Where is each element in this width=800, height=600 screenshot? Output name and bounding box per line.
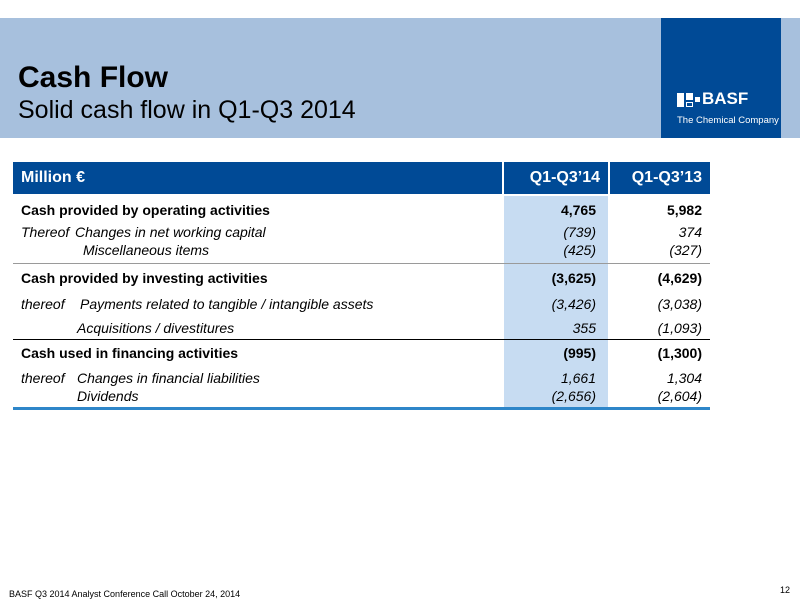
operating-activities-2014: 4,765 <box>560 202 596 218</box>
current-period-column-highlight <box>504 196 608 407</box>
section-divider <box>13 339 710 340</box>
operating-activities-label: Cash provided by operating activities <box>21 202 270 218</box>
table-bottom-rule <box>13 407 710 410</box>
miscellaneous-items-label: Miscellaneous items <box>83 242 210 258</box>
tangible-intangible-payments-2014: (3,426) <box>551 296 596 312</box>
investing-activities-label: Cash provided by investing activities <box>21 270 268 286</box>
investing-activities-2013: (4,629) <box>657 270 702 286</box>
net-working-capital-2014: (739) <box>563 224 596 240</box>
miscellaneous-items-2014: (425) <box>563 242 596 258</box>
investing-thereof-prefix: thereof <box>21 296 65 312</box>
section-divider <box>13 263 710 264</box>
footer-text: BASF Q3 2014 Analyst Conference Call Oct… <box>9 589 241 599</box>
financing-activities-label: Cash used in financing activities <box>21 345 239 361</box>
logo-tagline: The Chemical Company <box>677 115 779 126</box>
financing-activities-2014: (995) <box>563 345 596 361</box>
dividends-label: Dividends <box>77 388 139 404</box>
table-header-q1-q3-2013: Q1-Q3’13 <box>610 162 710 194</box>
net-working-capital-label: Changes in net working capital <box>75 224 266 240</box>
financial-liabilities-2013: 1,304 <box>666 370 702 386</box>
dividends-2013: (2,604) <box>657 388 702 404</box>
logo-name: BASF <box>702 89 749 108</box>
miscellaneous-items-2013: (327) <box>669 242 702 258</box>
page-number: 12 <box>779 585 790 595</box>
acquisitions-divestitures-2013: (1,093) <box>657 320 702 336</box>
slide-title: Cash Flow <box>18 61 169 94</box>
tangible-intangible-payments-2013: (3,038) <box>657 296 702 312</box>
operating-activities-2013: 5,982 <box>666 202 702 218</box>
dividends-2014: (2,656) <box>551 388 596 404</box>
table-header-label: Million € <box>13 162 502 194</box>
acquisitions-divestitures-2014: 355 <box>572 320 596 336</box>
logo-bullet-icon <box>695 97 700 102</box>
basf-logo: BASF The Chemical Company <box>661 18 781 138</box>
investing-activities-2014: (3,625) <box>551 270 596 286</box>
net-working-capital-2013: 374 <box>678 224 702 240</box>
table-header-q1-q3-2014: Q1-Q3’14 <box>504 162 608 194</box>
operating-thereof-prefix: Thereof <box>21 224 70 240</box>
financial-liabilities-label: Changes in financial liabilities <box>77 370 260 386</box>
financing-activities-2013: (1,300) <box>657 345 702 361</box>
tangible-intangible-payments-label: Payments related to tangible / intangibl… <box>80 296 374 312</box>
basf-logo-mark-icon <box>677 93 695 107</box>
acquisitions-divestitures-label: Acquisitions / divestitures <box>77 320 235 336</box>
financial-liabilities-2014: 1,661 <box>560 370 596 386</box>
financing-thereof-prefix: thereof <box>21 370 65 386</box>
slide-subtitle: Solid cash flow in Q1-Q3 2014 <box>18 96 356 124</box>
